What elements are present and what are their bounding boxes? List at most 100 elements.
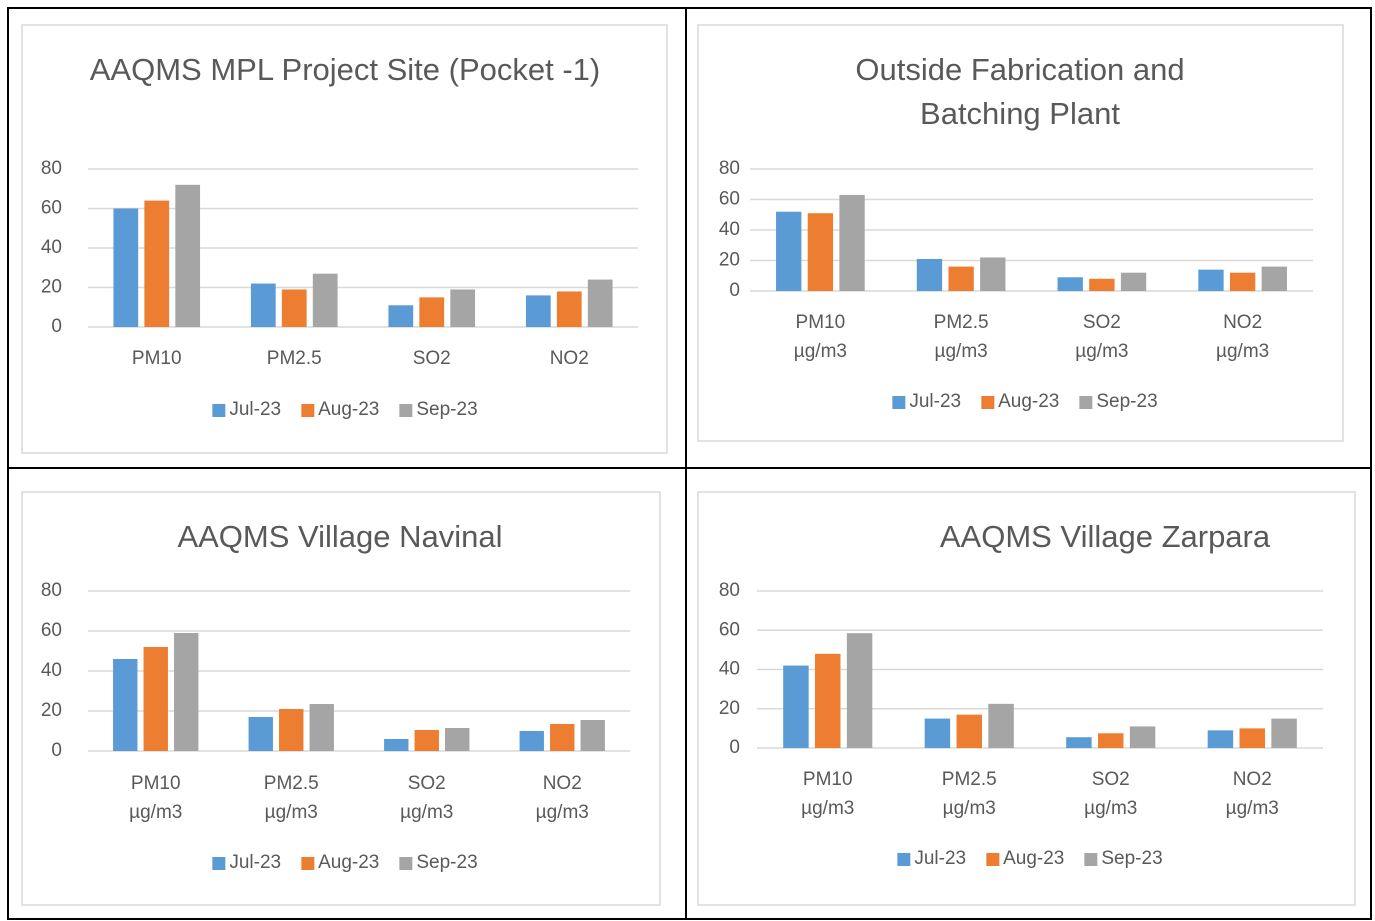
x-tick-label: SO2 µg/m3 [1084, 769, 1138, 819]
bar [248, 717, 273, 751]
bar [807, 213, 834, 291]
y-tick-label: 60 [41, 620, 62, 641]
legend-item: Aug-23 [301, 399, 379, 421]
bar [113, 208, 139, 327]
bar [815, 653, 841, 748]
bar [948, 266, 974, 291]
bar [312, 273, 338, 327]
chart-frame [21, 24, 668, 454]
legend-item: Jul-23 [212, 399, 281, 421]
legend-item: Sep-23 [1079, 391, 1158, 413]
y-tick-label: 40 [719, 219, 740, 240]
legend-label: Aug-23 [318, 399, 380, 420]
bar [776, 211, 802, 291]
legend-item: Aug-23 [301, 852, 379, 874]
bar [281, 289, 307, 327]
y-tick-label: 20 [719, 250, 740, 271]
bar [580, 720, 605, 751]
bar [783, 665, 809, 748]
y-tick-label: 60 [719, 189, 740, 210]
y-tick-label: 20 [719, 698, 740, 719]
legend-swatch [897, 852, 911, 866]
bar [250, 283, 276, 327]
x-tick-label: PM2.5 [266, 348, 322, 369]
chart-frame [697, 24, 1344, 442]
legend-label: Sep-23 [1096, 391, 1158, 412]
legend-label: Sep-23 [1101, 848, 1163, 869]
bar [1089, 278, 1115, 291]
bar [1066, 737, 1092, 748]
chart-title: Outside Fabrication and Batching Plant [855, 52, 1185, 131]
y-tick-label: 0 [51, 740, 62, 761]
y-tick-label: 20 [41, 700, 62, 721]
bar [1120, 272, 1147, 291]
chart-frame [21, 491, 661, 906]
bar [587, 279, 613, 327]
legend-label: Aug-23 [998, 391, 1060, 412]
x-tick-label: PM2.5 µg/m3 [941, 769, 997, 819]
chart-title: AAQMS Village Navinal [177, 519, 503, 554]
y-tick-label: 80 [719, 580, 740, 601]
bar [1129, 726, 1156, 748]
y-tick-label: 0 [729, 737, 740, 758]
legend-item: Jul-23 [212, 852, 281, 874]
bar [916, 258, 943, 291]
legend-label: Jul-23 [229, 852, 282, 873]
chart-title: AAQMS Village Zarpara [939, 519, 1271, 554]
bar [388, 305, 414, 327]
y-tick-label: 80 [41, 158, 62, 179]
bar [519, 731, 544, 751]
legend-item: Jul-23 [892, 391, 961, 413]
chart-title: AAQMS MPL Project Site (Pocket -1) [89, 52, 601, 87]
bar [384, 739, 409, 751]
legend-swatch [892, 395, 906, 409]
x-tick-label: NO2 µg/m3 [1225, 769, 1279, 819]
x-tick-label: NO2 µg/m3 [535, 773, 589, 823]
x-tick-label: PM10 µg/m3 [129, 773, 183, 823]
legend-item: Sep-23 [399, 399, 478, 421]
x-tick-label: NO2 [549, 348, 589, 369]
bar [839, 194, 865, 291]
x-tick-label: SO2 µg/m3 [400, 773, 454, 823]
bar [550, 724, 575, 751]
bar [279, 709, 304, 751]
bar [988, 703, 1014, 748]
y-tick-label: 0 [729, 280, 740, 301]
legend-swatch [1079, 395, 1093, 409]
x-tick-label: PM2.5 µg/m3 [263, 773, 319, 823]
y-tick-label: 80 [719, 158, 740, 179]
bar [556, 291, 582, 327]
y-tick-label: 60 [719, 619, 740, 640]
bar [309, 704, 334, 751]
bar [846, 633, 873, 748]
legend-swatch [981, 395, 995, 409]
bar [924, 718, 951, 748]
y-tick-label: 80 [41, 580, 62, 601]
bar [175, 184, 201, 327]
bar [980, 257, 1006, 291]
bar [956, 714, 982, 748]
legend-item: Sep-23 [399, 852, 478, 874]
table-border [7, 7, 1372, 920]
y-tick-label: 60 [41, 198, 62, 219]
legend-swatch [1084, 852, 1098, 866]
legend-item: Aug-23 [981, 391, 1059, 413]
bar [525, 295, 551, 327]
bar [445, 728, 470, 751]
bar [1057, 277, 1083, 291]
legend-label: Aug-23 [1003, 848, 1065, 869]
legend-item: Aug-23 [986, 848, 1064, 870]
y-tick-label: 40 [41, 237, 62, 258]
legend-item: Jul-23 [897, 848, 966, 870]
x-tick-label: SO2 µg/m3 [1075, 312, 1129, 362]
x-tick-label: PM10 µg/m3 [801, 769, 855, 819]
legend-swatch [212, 403, 226, 417]
x-tick-label: PM10 [131, 348, 182, 369]
bar [1229, 272, 1256, 291]
bar [144, 200, 170, 327]
bar [1098, 733, 1124, 748]
legend-item: Sep-23 [1084, 848, 1163, 870]
bar [414, 730, 439, 751]
